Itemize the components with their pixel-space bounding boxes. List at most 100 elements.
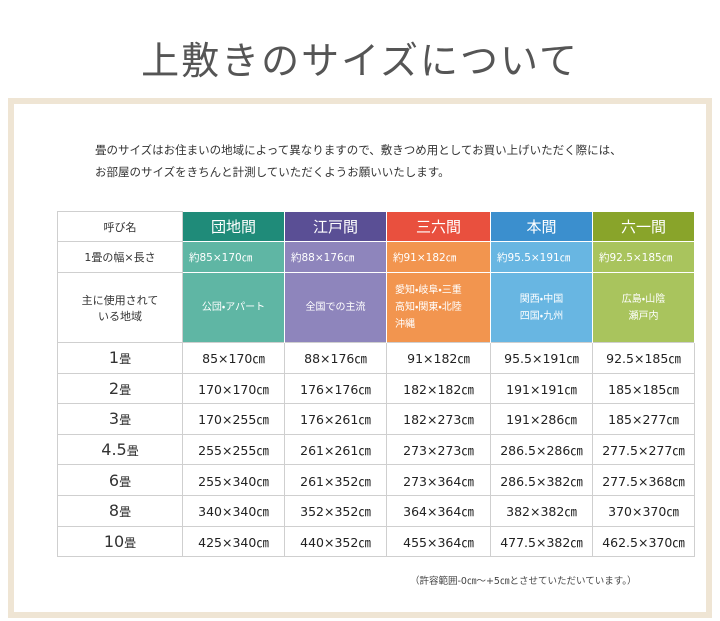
size-row: 1畳 85×170㎝ 88×176㎝ 91×182㎝ 95.5×191㎝ 92.5×185… bbox=[57, 342, 695, 374]
column-name: 三六間 bbox=[386, 211, 491, 242]
tatami-unit: 畳 bbox=[126, 444, 139, 459]
tatami-count: 4.5 bbox=[101, 440, 127, 460]
size-cell: 185×277㎝ bbox=[592, 403, 695, 435]
size-cell: 425×340㎝ bbox=[182, 525, 285, 558]
mat-size: 約91×182㎝ bbox=[386, 241, 491, 273]
region: 関西・中国四国・九州 bbox=[490, 272, 593, 343]
tatami-count: 6 bbox=[108, 470, 120, 490]
size-cell: 191×191㎝ bbox=[490, 372, 593, 405]
tatami-count: 2 bbox=[108, 378, 120, 398]
size-cell: 261×261㎝ bbox=[284, 433, 387, 466]
size-row: 2畳 170×170㎝ 176×176㎝ 182×182㎝ 191×191㎝ 185×18… bbox=[57, 372, 695, 405]
header-row: 呼び名 団地間 江戸間 三六間 本間 六一間 bbox=[57, 211, 695, 242]
column-name: 六一間 bbox=[592, 211, 695, 242]
size-cell: 370×370㎝ bbox=[592, 494, 695, 527]
mat-size: 約95.5×191㎝ bbox=[490, 241, 593, 273]
size-cell: 455×364㎝ bbox=[386, 525, 491, 558]
region-line: 広島・山陰 bbox=[621, 293, 666, 305]
region: 愛知・岐阜・三重 高知・関東・北陸 沖縄 bbox=[386, 272, 491, 343]
tatami-unit: 畳 bbox=[119, 474, 132, 489]
intro-line: 畳のサイズはお住まいの地域によって異なりますので、敷きつめ用としてお買い上げいた… bbox=[95, 143, 622, 157]
region-line: 四国・九州 bbox=[519, 310, 564, 322]
mat-size: 約85×170㎝ bbox=[182, 241, 285, 273]
row-label: 2畳 bbox=[57, 372, 183, 405]
tatami-count: 10 bbox=[103, 531, 125, 551]
region: 広島・山陰 瀬戸内 bbox=[592, 272, 695, 343]
size-table: 呼び名 団地間 江戸間 三六間 本間 六一間 1畳の幅×長さ 約85×170㎝ 約88×176㎝… bbox=[57, 211, 695, 558]
tatami-count: 8 bbox=[108, 501, 120, 521]
region: 全国での主流 bbox=[284, 272, 387, 343]
size-cell: 255×255㎝ bbox=[182, 433, 285, 466]
size-cell: 364×364㎝ bbox=[386, 494, 491, 527]
size-cell: 182×273㎝ bbox=[386, 403, 491, 435]
row-label-line: 主に使用されて bbox=[81, 293, 159, 307]
tatami-unit: 畳 bbox=[119, 352, 132, 367]
size-row: 8畳 340×340㎝ 352×352㎝ 364×364㎝ 382×382㎝ 370×37… bbox=[57, 494, 695, 527]
page-title: 上敷きのサイズについて bbox=[141, 39, 579, 83]
size-cell: 286.5×382㎝ bbox=[490, 464, 593, 496]
size-cell: 185×185㎝ bbox=[592, 372, 695, 405]
size-cell: 176×176㎝ bbox=[284, 372, 387, 405]
footnote: （許容範囲-0㎝～+5㎝とさせていただいています。） bbox=[410, 576, 637, 587]
row-label: 6畳 bbox=[57, 464, 183, 496]
size-row: 6畳 255×340㎝ 261×352㎝ 273×364㎝ 286.5×382㎝ 277.… bbox=[57, 464, 695, 496]
region-line: 高知・関東・北陸 bbox=[395, 302, 462, 313]
size-row: 4.5畳 255×255㎝ 261×261㎝ 273×273㎝ 286.5×286㎝ 27… bbox=[57, 433, 695, 466]
size-cell: 255×340㎝ bbox=[182, 464, 285, 496]
row-label: 1畳の幅×長さ bbox=[57, 241, 183, 273]
size-row: 3畳 170×255㎝ 176×261㎝ 182×273㎝ 191×286㎝ 185×27… bbox=[57, 403, 695, 435]
region-line: 全国での主流 bbox=[305, 302, 366, 313]
size-cell: 277.5×277㎝ bbox=[592, 433, 695, 466]
region-line: 沖縄 bbox=[395, 319, 415, 330]
size-cell: 191×286㎝ bbox=[490, 403, 593, 435]
frame bbox=[8, 98, 712, 618]
region: 公団・アパート bbox=[182, 272, 285, 343]
size-cell: 92.5×185㎝ bbox=[592, 342, 695, 374]
row-label: 3畳 bbox=[57, 403, 183, 435]
region-line: 愛知・岐阜・三重 bbox=[395, 285, 462, 296]
size-cell: 170×255㎝ bbox=[182, 403, 285, 435]
column-name: 団地間 bbox=[182, 211, 285, 242]
row-label-line: いる地域 bbox=[98, 309, 142, 323]
size-cell: 88×176㎝ bbox=[284, 342, 387, 374]
column-name: 江戸間 bbox=[284, 211, 387, 242]
size-cell: 182×182㎝ bbox=[386, 372, 491, 405]
intro: 畳のサイズはお住まいの地域によって異なりますので、敷きつめ用としてお買い上げいた… bbox=[95, 139, 622, 183]
size-cell: 277.5×368㎝ bbox=[592, 464, 695, 496]
size-row: 10畳 425×340㎝ 440×352㎝ 455×364㎝ 477.5×382㎝ 462… bbox=[57, 525, 695, 558]
row-label: 呼び名 bbox=[57, 211, 183, 242]
region-line: 瀬戸内 bbox=[628, 310, 659, 322]
region-line: 関西・中国 bbox=[519, 293, 564, 305]
tatami-count: 3 bbox=[108, 409, 120, 429]
row-label: 10畳 bbox=[57, 525, 183, 558]
size-cell: 462.5×370㎝ bbox=[592, 525, 695, 558]
size-cell: 286.5×286㎝ bbox=[490, 433, 593, 466]
size-cell: 170×170㎝ bbox=[182, 372, 285, 405]
tatami-count: 1 bbox=[108, 348, 120, 368]
mat-size: 約92.5×185㎝ bbox=[592, 241, 695, 273]
size-row: 1畳の幅×長さ 約85×170㎝ 約88×176㎝ 約91×182㎝ 約95.5×191… bbox=[57, 241, 695, 273]
tatami-unit: 畳 bbox=[119, 382, 132, 397]
size-cell: 176×261㎝ bbox=[284, 403, 387, 435]
size-cell: 273×273㎝ bbox=[386, 433, 491, 466]
row-label: 主に使用されて いる地域 bbox=[57, 272, 183, 343]
tatami-unit: 畳 bbox=[119, 413, 132, 428]
size-cell: 352×352㎝ bbox=[284, 494, 387, 527]
row-label: 4.5畳 bbox=[57, 433, 183, 466]
region-row: 主に使用されて いる地域 公団・アパート 全国での主流 愛知・岐阜・三重 高知・関東・北陸… bbox=[57, 272, 695, 343]
row-label: 1畳 bbox=[57, 342, 183, 374]
size-cell: 440×352㎝ bbox=[284, 525, 387, 558]
size-cell: 91×182㎝ bbox=[386, 342, 491, 374]
intro-line: お部屋のサイズをきちんと計測していただくようお願いいたします。 bbox=[95, 165, 450, 179]
tatami-unit: 畳 bbox=[124, 535, 137, 550]
row-label: 8畳 bbox=[57, 494, 183, 527]
size-cell: 273×364㎝ bbox=[386, 464, 491, 496]
mat-size: 約88×176㎝ bbox=[284, 241, 387, 273]
tatami-unit: 畳 bbox=[119, 505, 132, 520]
size-cell: 477.5×382㎝ bbox=[490, 525, 593, 558]
size-cell: 340×340㎝ bbox=[182, 494, 285, 527]
region-line: 公団・アパート bbox=[201, 302, 266, 313]
size-cell: 261×352㎝ bbox=[284, 464, 387, 496]
size-cell: 382×382㎝ bbox=[490, 494, 593, 527]
